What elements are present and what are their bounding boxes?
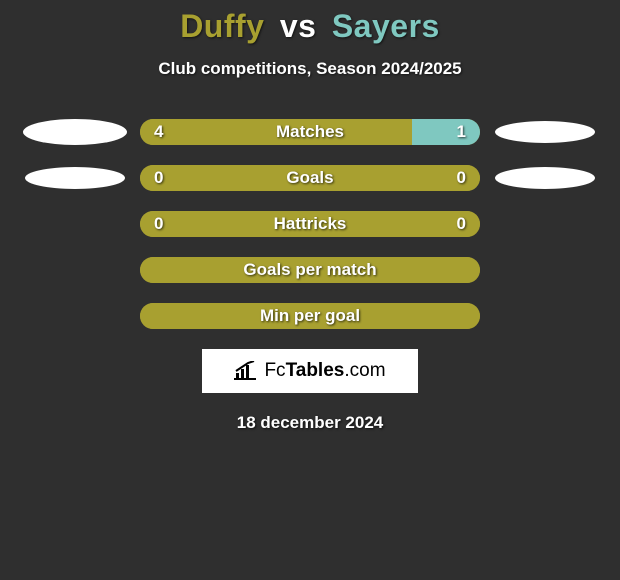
stat-row: Min per goal	[0, 303, 620, 329]
stat-bar: 00Goals	[140, 165, 480, 191]
stat-row: Goals per match	[0, 257, 620, 283]
vs-text: vs	[280, 8, 317, 44]
player-dot-right	[495, 167, 595, 189]
stat-bar: 41Matches	[140, 119, 480, 145]
stat-label: Matches	[140, 122, 480, 142]
stat-label: Goals per match	[140, 260, 480, 280]
player1-name: Duffy	[180, 8, 264, 44]
logo: FcTables.com	[234, 360, 385, 382]
stat-bar: Goals per match	[140, 257, 480, 283]
player-dot-left	[25, 167, 125, 189]
stat-row: 00Hattricks	[0, 211, 620, 237]
stat-label: Hattricks	[140, 214, 480, 234]
player2-name: Sayers	[332, 8, 440, 44]
dot-col-right	[480, 167, 610, 189]
stat-bar: 00Hattricks	[140, 211, 480, 237]
stats-rows: 41Matches 00Goals 00Hattricks Goals per mat…	[0, 119, 620, 329]
title: Duffy vs Sayers	[0, 8, 620, 45]
stat-bar: Min per goal	[140, 303, 480, 329]
stat-label: Goals	[140, 168, 480, 188]
date: 18 december 2024	[0, 413, 620, 433]
comparison-infographic: Duffy vs Sayers Club competitions, Seaso…	[0, 0, 620, 433]
subtitle: Club competitions, Season 2024/2025	[0, 59, 620, 79]
stat-label: Min per goal	[140, 306, 480, 326]
chart-icon	[234, 361, 260, 381]
stat-row: 41Matches	[0, 119, 620, 145]
stat-row: 00Goals	[0, 165, 620, 191]
player-dot-right	[495, 121, 595, 143]
player-dot-left	[23, 119, 127, 145]
logo-com: .com	[344, 360, 385, 382]
dot-col-left	[10, 167, 140, 189]
logo-box: FcTables.com	[202, 349, 418, 393]
dot-col-right	[480, 121, 610, 143]
logo-fc: Fc	[264, 360, 285, 382]
logo-tables: Tables	[286, 360, 345, 382]
dot-col-left	[10, 119, 140, 145]
